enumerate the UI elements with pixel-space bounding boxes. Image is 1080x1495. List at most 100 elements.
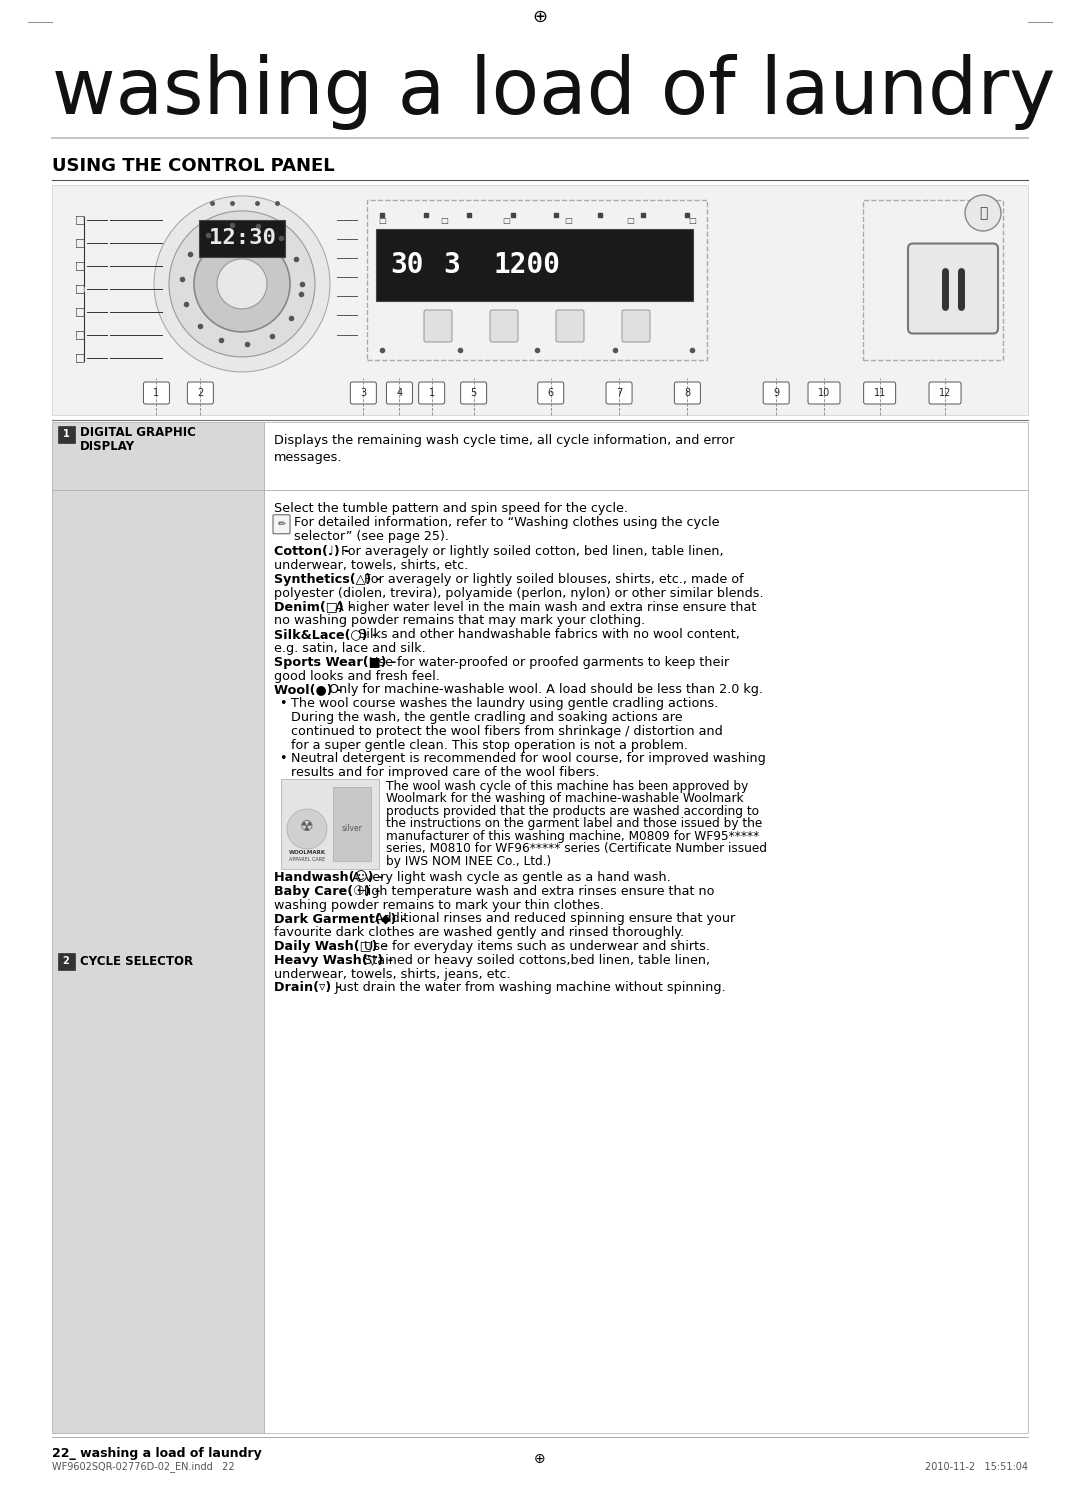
Text: USING THE CONTROL PANEL: USING THE CONTROL PANEL: [52, 157, 335, 175]
FancyBboxPatch shape: [764, 383, 789, 404]
Circle shape: [168, 211, 315, 357]
FancyBboxPatch shape: [538, 383, 564, 404]
Text: the instructions on the garment label and those issued by the: the instructions on the garment label an…: [386, 818, 762, 831]
Text: Stained or heavy soiled cottons,bed linen, table linen,: Stained or heavy soiled cottons,bed line…: [360, 954, 710, 967]
Text: □: □: [75, 238, 85, 248]
Text: washing powder remains to mark your thin clothes.: washing powder remains to mark your thin…: [274, 898, 604, 912]
Text: products provided that the products are washed according to: products provided that the products are …: [386, 804, 759, 818]
Text: favourite dark clothes are washed gently and rinsed thoroughly.: favourite dark clothes are washed gently…: [274, 927, 684, 939]
Text: 5: 5: [471, 389, 476, 398]
Text: Drain(▿) -: Drain(▿) -: [274, 981, 341, 994]
FancyBboxPatch shape: [556, 309, 584, 342]
Text: polyester (diolen, trevira), polyamide (perlon, nylon) or other similar blends.: polyester (diolen, trevira), polyamide (…: [274, 588, 764, 599]
Text: 30: 30: [390, 251, 423, 280]
Text: ⊕: ⊕: [535, 1452, 545, 1467]
Text: ✏: ✏: [278, 519, 285, 529]
Text: washing a load of laundry: washing a load of laundry: [52, 54, 1055, 130]
Text: A very light wash cycle as gentle as a hand wash.: A very light wash cycle as gentle as a h…: [348, 872, 671, 884]
Text: For averagely or lightly soiled blouses, shirts, etc., made of: For averagely or lightly soiled blouses,…: [360, 573, 743, 586]
Text: 2010-11-2   15:51:04: 2010-11-2 15:51:04: [924, 1462, 1028, 1473]
Text: Silk&Lace(○) -: Silk&Lace(○) -: [274, 628, 377, 641]
FancyBboxPatch shape: [273, 514, 291, 534]
Text: Just drain the water from washing machine without spinning.: Just drain the water from washing machin…: [332, 981, 726, 994]
Text: Synthetics(△) -: Synthetics(△) -: [274, 573, 381, 586]
Text: ⊕: ⊕: [532, 7, 548, 25]
FancyBboxPatch shape: [52, 490, 264, 1434]
Text: The wool course washes the laundry using gentle cradling actions.: The wool course washes the laundry using…: [291, 697, 718, 710]
Text: 9: 9: [773, 389, 780, 398]
Text: ⏻: ⏻: [978, 206, 987, 220]
Text: 7: 7: [616, 389, 622, 398]
FancyBboxPatch shape: [350, 383, 376, 404]
Text: 3: 3: [444, 251, 460, 280]
FancyBboxPatch shape: [424, 309, 453, 342]
Text: The wool wash cycle of this machine has been approved by: The wool wash cycle of this machine has …: [386, 780, 748, 792]
Text: underwear, towels, shirts, jeans, etc.: underwear, towels, shirts, jeans, etc.: [274, 967, 511, 981]
FancyBboxPatch shape: [622, 309, 650, 342]
Text: Handwash(☺) -: Handwash(☺) -: [274, 872, 383, 884]
FancyBboxPatch shape: [281, 779, 379, 869]
FancyBboxPatch shape: [52, 422, 264, 490]
Text: 12:30: 12:30: [208, 229, 275, 248]
Text: Use for water-proofed or proofed garments to keep their: Use for water-proofed or proofed garment…: [365, 656, 729, 668]
Text: 10: 10: [818, 389, 831, 398]
Text: □: □: [626, 215, 634, 224]
Text: □: □: [564, 215, 572, 224]
FancyBboxPatch shape: [461, 383, 487, 404]
FancyBboxPatch shape: [333, 786, 372, 861]
Circle shape: [154, 196, 330, 372]
Text: results and for improved care of the wool fibers.: results and for improved care of the woo…: [291, 767, 599, 779]
FancyBboxPatch shape: [808, 383, 840, 404]
Circle shape: [287, 809, 327, 849]
Text: □: □: [378, 215, 386, 224]
Text: 1200: 1200: [494, 251, 561, 280]
Text: underwear, towels, shirts, etc.: underwear, towels, shirts, etc.: [274, 559, 469, 573]
Text: e.g. satin, lace and silk.: e.g. satin, lace and silk.: [274, 641, 426, 655]
Text: WF9602SQR-02776D-02_EN.indd   22: WF9602SQR-02776D-02_EN.indd 22: [52, 1462, 234, 1473]
Text: □: □: [75, 353, 85, 362]
Text: Denim(□) -: Denim(□) -: [274, 601, 353, 613]
Text: Woolmark for the washing of machine-washable Woolmark: Woolmark for the washing of machine-wash…: [386, 792, 744, 806]
Text: by IWS NOM INEE Co., Ltd.): by IWS NOM INEE Co., Ltd.): [386, 855, 551, 869]
Text: •: •: [279, 697, 286, 710]
Text: Cotton(♩) -: Cotton(♩) -: [274, 546, 350, 559]
FancyBboxPatch shape: [187, 383, 214, 404]
Text: silver: silver: [341, 825, 363, 834]
Text: good looks and fresh feel.: good looks and fresh feel.: [274, 670, 440, 683]
Text: □: □: [75, 214, 85, 224]
Text: 22_ washing a load of laundry: 22_ washing a load of laundry: [52, 1447, 261, 1461]
Text: A higher water level in the main wash and extra rinse ensure that: A higher water level in the main wash an…: [332, 601, 756, 613]
Text: Silks and other handwashable fabrics with no wool content,: Silks and other handwashable fabrics wit…: [354, 628, 740, 641]
Text: Use for everyday items such as underwear and shirts.: Use for everyday items such as underwear…: [360, 940, 710, 952]
FancyBboxPatch shape: [52, 185, 1028, 416]
Text: Displays the remaining wash cycle time, all cycle information, and error
message: Displays the remaining wash cycle time, …: [274, 434, 734, 463]
Text: Daily Wash(□) -: Daily Wash(□) -: [274, 940, 388, 952]
Circle shape: [194, 236, 291, 332]
Text: Heavy Wash(▽) -: Heavy Wash(▽) -: [274, 954, 393, 967]
FancyBboxPatch shape: [199, 220, 285, 257]
FancyBboxPatch shape: [264, 422, 1028, 490]
Text: Only for machine-washable wool. A load should be less than 2.0 kg.: Only for machine-washable wool. A load s…: [325, 683, 764, 697]
Text: For detailed information, refer to “Washing clothes using the cycle: For detailed information, refer to “Wash…: [294, 516, 719, 529]
Text: High temperature wash and extra rinses ensure that no: High temperature wash and extra rinses e…: [354, 885, 714, 898]
Text: DIGITAL GRAPHIC: DIGITAL GRAPHIC: [80, 426, 195, 438]
Text: During the wash, the gentle cradling and soaking actions are: During the wash, the gentle cradling and…: [291, 712, 683, 724]
Text: 3: 3: [361, 389, 366, 398]
Text: Baby Care(☉) -: Baby Care(☉) -: [274, 885, 380, 898]
Text: WOOLMARK: WOOLMARK: [288, 851, 325, 855]
Circle shape: [966, 194, 1001, 232]
Text: APPAREL CARE: APPAREL CARE: [288, 858, 325, 863]
Text: Select the tumble pattern and spin speed for the cycle.: Select the tumble pattern and spin speed…: [274, 502, 627, 514]
Text: 1: 1: [429, 389, 435, 398]
Text: continued to protect the wool fibers from shrinkage / distortion and: continued to protect the wool fibers fro…: [291, 725, 723, 739]
Text: Dark Garment(◆) -: Dark Garment(◆) -: [274, 912, 406, 925]
Text: 12: 12: [939, 389, 951, 398]
Text: series, M0810 for WF96***** series (Certificate Number issued: series, M0810 for WF96***** series (Cert…: [386, 843, 767, 855]
Text: 1: 1: [153, 389, 160, 398]
Text: 8: 8: [685, 389, 690, 398]
Text: •: •: [279, 752, 286, 765]
FancyBboxPatch shape: [144, 383, 170, 404]
FancyBboxPatch shape: [264, 490, 1028, 1434]
Text: □: □: [75, 284, 85, 293]
Text: □: □: [440, 215, 448, 224]
